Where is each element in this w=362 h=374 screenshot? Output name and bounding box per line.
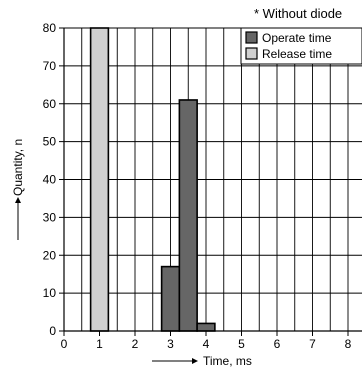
x-tick-label: 7: [309, 337, 316, 351]
y-tick-label: 10: [43, 286, 57, 300]
x-tick-label: 0: [61, 337, 68, 351]
x-axis-label-group: Time, ms: [152, 354, 252, 368]
legend-label-release: Release time: [262, 47, 332, 61]
x-tick-label: 3: [167, 337, 174, 351]
bar-release-0: [89, 27, 110, 332]
y-axis-label-group: Quantity, n: [11, 139, 25, 240]
y-tick-label: 70: [43, 59, 57, 73]
tick-labels: 0 10 20 30 40 50 60 70 80 0 1 2 3 4 5 6 7 8: [43, 21, 352, 351]
x-tick-label: 2: [132, 337, 139, 351]
legend-swatch-operate: [245, 31, 258, 44]
legend-box: [240, 27, 362, 65]
y-axis-label: Quantity, n: [11, 139, 25, 196]
x-tick-label: 6: [274, 337, 281, 351]
chart-note: * Without diode: [254, 6, 342, 21]
y-axis-arrowhead: [15, 197, 21, 203]
bars: [89, 27, 216, 332]
y-tick-label: 0: [49, 324, 56, 338]
y-tick-label: 60: [43, 97, 57, 111]
y-tick-label: 30: [43, 210, 57, 224]
bar-operate-2: [196, 322, 216, 332]
x-axis-arrowhead: [192, 358, 198, 364]
x-tick-label: 8: [345, 337, 352, 351]
legend-swatch-release: [245, 47, 258, 60]
y-tick-label: 40: [43, 173, 57, 187]
y-tick-label: 50: [43, 135, 57, 149]
x-tick-label: 1: [96, 337, 103, 351]
y-tick-label: 20: [43, 248, 57, 262]
x-tick-label: 4: [203, 337, 210, 351]
x-axis-label: Time, ms: [203, 354, 252, 368]
legend: Operate time Release time: [240, 27, 362, 65]
x-tick-label: 5: [238, 337, 245, 351]
y-tick-label: 80: [43, 21, 57, 35]
bar-operate-1: [178, 99, 198, 332]
legend-label-operate: Operate time: [262, 31, 332, 45]
bar-operate-0: [160, 265, 181, 332]
